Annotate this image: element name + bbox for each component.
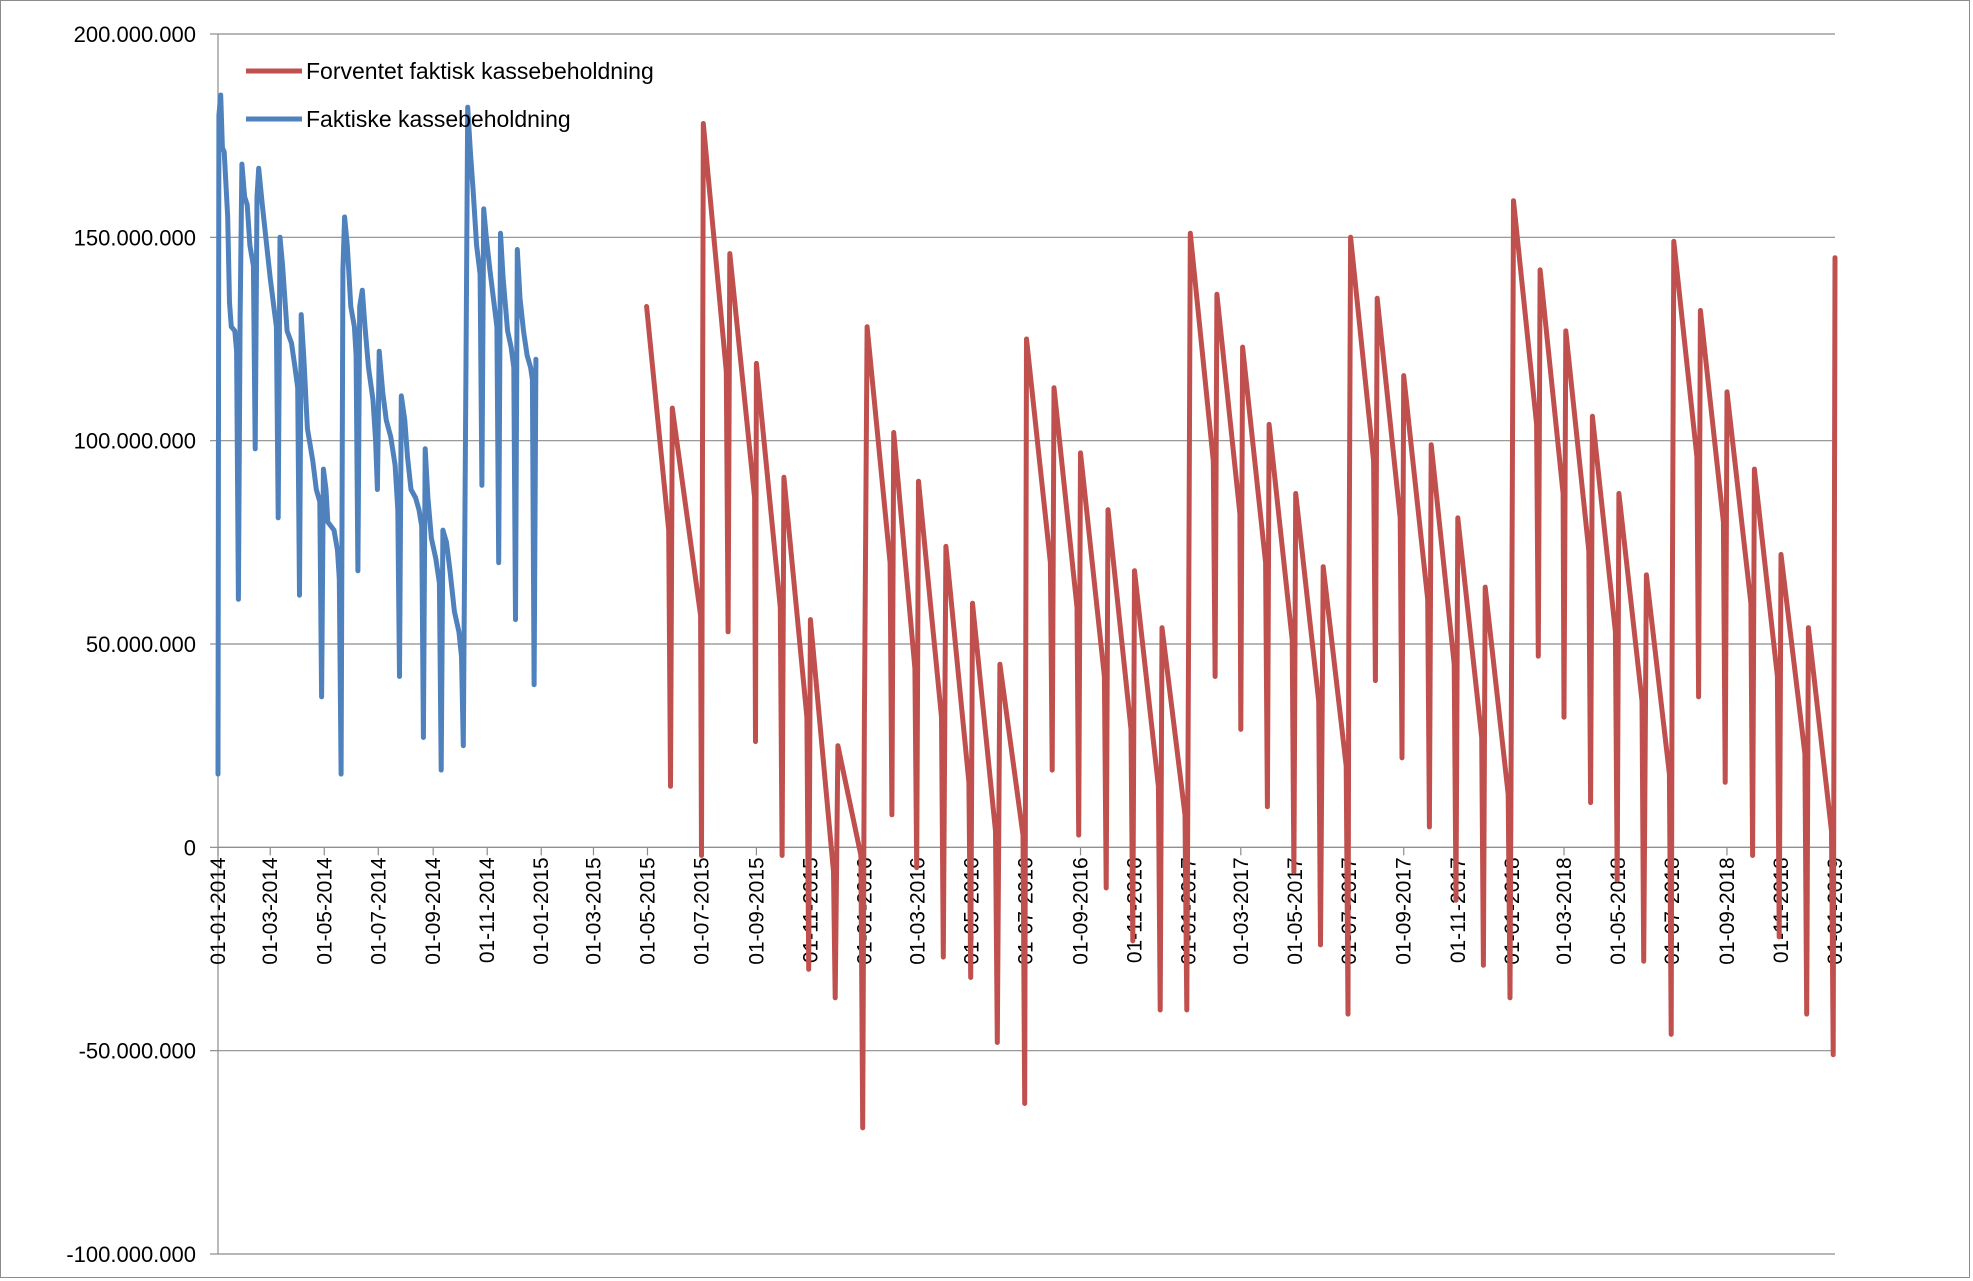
y-tick-label: 100.000.000 bbox=[74, 429, 196, 454]
x-tick-label: 01-07-2014 bbox=[367, 857, 390, 965]
x-tick-label: 01-01-2015 bbox=[530, 857, 553, 964]
x-tick-label: 01-09-2017 bbox=[1393, 857, 1416, 964]
x-tick-label: 01-03-2017 bbox=[1230, 857, 1253, 964]
legend: Forventet faktisk kassebeholdning Faktis… bbox=[246, 58, 654, 132]
x-axis: 01-01-2014 01-03-2014 01-05-2014 01-07-2014… bbox=[207, 846, 1847, 965]
x-tick-label: 01-09-2018 bbox=[1716, 857, 1739, 964]
x-tick-label: 01-09-2016 bbox=[1070, 857, 1093, 964]
y-axis-ticks: 200.000.000 150.000.000 100.000.000 50.000.… bbox=[66, 22, 196, 1267]
x-tick-label: 01-11-2017 bbox=[1447, 857, 1470, 963]
y-tick-label: -100.000.000 bbox=[66, 1242, 196, 1267]
x-tick-label: 01-05-2018 bbox=[1607, 857, 1630, 964]
series-group bbox=[215, 92, 1838, 1131]
series-faktiske-line bbox=[215, 92, 539, 777]
x-tick-label: 01-03-2018 bbox=[1553, 857, 1576, 964]
y-tick-label: 150.000.000 bbox=[74, 225, 196, 250]
x-tick-label: 01-05-2014 bbox=[313, 857, 336, 965]
y-tick-label: -50.000.000 bbox=[79, 1039, 196, 1064]
x-tick-label: 01-03-2014 bbox=[259, 857, 282, 965]
x-tick-label: 01-11-2014 bbox=[476, 857, 499, 963]
y-tick-label: 200.000.000 bbox=[74, 22, 196, 47]
x-tick-label: 01-09-2014 bbox=[422, 857, 445, 965]
x-tick-label: 01-05-2015 bbox=[637, 857, 660, 964]
legend-label-forventet: Forventet faktisk kassebeholdning bbox=[306, 58, 654, 84]
legend-label-faktiske: Faktiske kassebeholdning bbox=[306, 106, 571, 132]
y-tick-label: 0 bbox=[184, 835, 196, 860]
y-tick-label: 50.000.000 bbox=[86, 632, 196, 657]
x-tick-label: 01-03-2015 bbox=[583, 857, 606, 964]
x-tick-label: 01-07-2015 bbox=[691, 857, 714, 964]
x-tick-label: 01-03-2016 bbox=[907, 857, 930, 964]
x-tick-label: 01-01-2014 bbox=[207, 857, 230, 965]
x-tick-label: 01-05-2017 bbox=[1284, 857, 1307, 964]
x-tick-label: 01-09-2015 bbox=[745, 857, 768, 964]
series-forventet-line bbox=[644, 121, 1838, 1131]
